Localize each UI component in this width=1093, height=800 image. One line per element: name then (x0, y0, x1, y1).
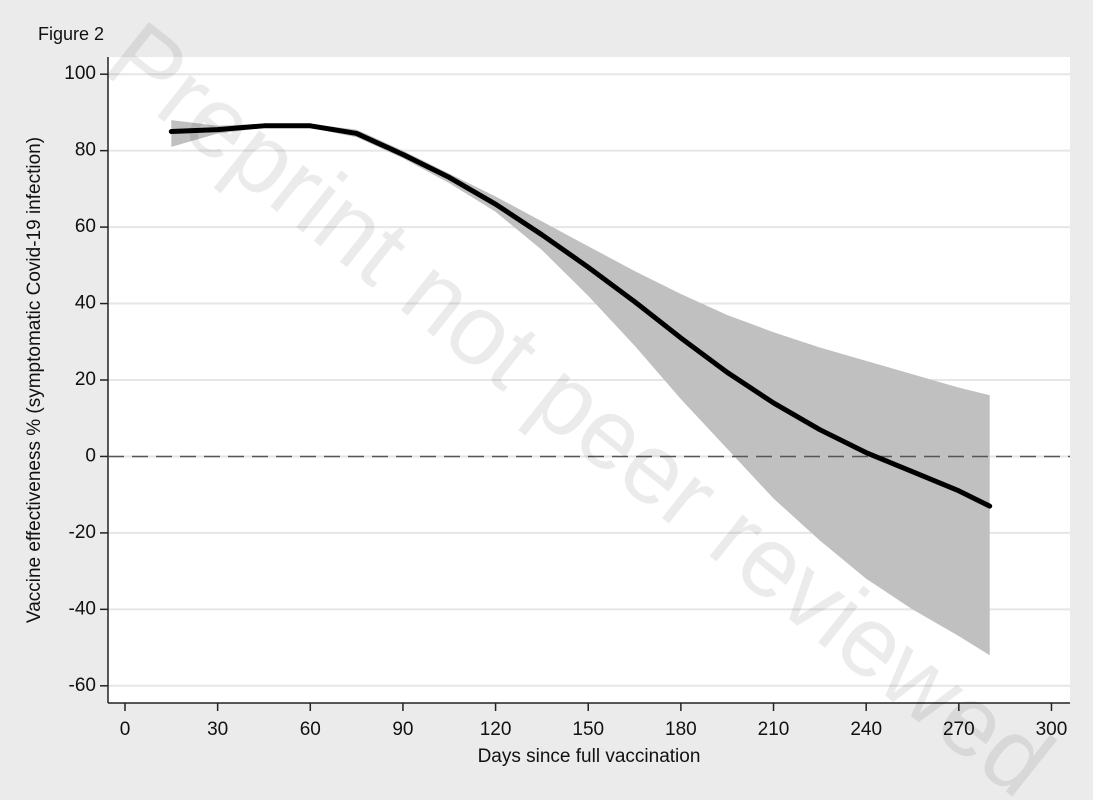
y-tick-label: 100 (64, 63, 96, 84)
x-tick-label: 240 (850, 719, 882, 740)
x-tick-label: 90 (392, 719, 413, 740)
x-tick-label: 60 (300, 719, 321, 740)
x-tick-label: 0 (120, 719, 131, 740)
x-tick-label: 120 (480, 719, 512, 740)
x-tick-label: 30 (207, 719, 228, 740)
x-tick-label: 180 (665, 719, 697, 740)
chart-title: Figure 2 (38, 24, 104, 44)
x-tick-label: 210 (758, 719, 790, 740)
y-tick-label: 0 (85, 445, 96, 466)
x-tick-label: 300 (1036, 719, 1068, 740)
y-axis-label: Vaccine effectiveness % (symptomatic Cov… (24, 137, 45, 623)
x-tick-label: 150 (572, 719, 604, 740)
y-tick-label: 60 (75, 216, 96, 237)
y-tick-label: 20 (75, 369, 96, 390)
x-axis-label: Days since full vaccination (478, 746, 701, 767)
y-tick-label: -40 (69, 598, 96, 619)
y-tick-label: -60 (69, 675, 96, 696)
y-tick-label: -20 (69, 522, 96, 543)
y-tick-label: 40 (75, 293, 96, 314)
y-tick-label: 80 (75, 140, 96, 161)
confidence-band (171, 120, 990, 656)
effectiveness-line (168, 123, 993, 509)
x-tick-label: 270 (943, 719, 975, 740)
